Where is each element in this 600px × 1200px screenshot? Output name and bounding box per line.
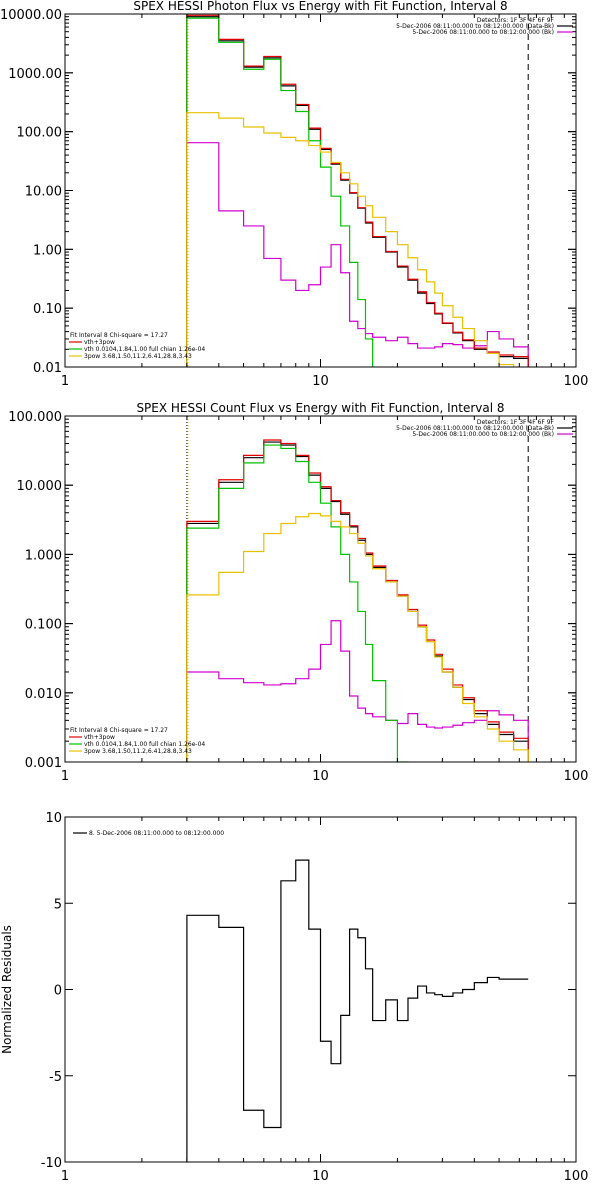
legend-bottom-entry: vth 0.0104,1.84,1.00 full chian 1.26e-04 <box>84 741 205 748</box>
series-d000d0 <box>186 620 529 762</box>
series-e00000 <box>186 14 529 367</box>
x-tick-label: 1 <box>61 1169 69 1184</box>
legend-bottom-entry: vth+3pow <box>84 339 115 346</box>
legend-top-entry: 5-Dec-2006 08:11:00.000 to 08:12:00.000 … <box>396 23 554 30</box>
x-tick-label: 1 <box>61 374 69 389</box>
plot-frame <box>64 13 577 368</box>
series-00c000 <box>186 17 374 367</box>
y-tick-label: 100.00 <box>17 126 63 141</box>
chart-panel-1: SPEX HESSI Photon Flux vs Energy with Fi… <box>0 0 589 389</box>
x-tick-label: 100 <box>564 769 589 784</box>
legend-top-entry: 5-Dec-2006 08:11:00.000 to 08:12:00.000 … <box>396 425 554 432</box>
legend-bottom-entry: vth+3pow <box>84 734 115 741</box>
y-tick-label: 10.00 <box>25 185 62 200</box>
series-000000 <box>186 859 529 1162</box>
legend-top-entry: Detectors: 1F 3F 4F 6F 9F <box>477 17 555 24</box>
x-tick-label: 100 <box>564 374 589 389</box>
y-axis-label: Normalized Residuals <box>0 925 14 1054</box>
legend-bottom-entry: vth 0.0104,1.84,1.00 full chian 1.26e-04 <box>84 346 205 353</box>
y-tick-label: 0.01 <box>33 361 62 376</box>
legend-top-entry: 5-Dec-2006 08:11:00.000 to 08:12:00.000 … <box>412 431 554 438</box>
legend-top-entry: Detectors: 1F 3F 4F 6F 9F <box>477 419 555 426</box>
chart-panel-3: Normalized Residuals 1 10 100 -10 -5 0 5 10 8. 5-… <box>0 811 588 1184</box>
legend-top-entry: 5-Dec-2006 08:11:00.000 to 08:12:00.000 … <box>412 29 554 36</box>
x-tick-label: 10 <box>312 374 329 389</box>
series-e8c000 <box>186 112 515 367</box>
y-tick-label: 0.010 <box>25 687 62 702</box>
y-tick-label: 0.100 <box>25 618 62 633</box>
y-tick-label: 1000.00 <box>8 67 62 82</box>
x-tick-label: 1 <box>61 769 69 784</box>
series-00c000 <box>186 444 409 762</box>
y-tick-label: 10.000 <box>17 479 63 494</box>
y-tick-label: 5 <box>54 897 62 912</box>
plot-frame <box>64 415 577 763</box>
y-tick-label: 10000.00 <box>0 8 62 23</box>
y-tick-label: -5 <box>49 1070 62 1085</box>
series-000000 <box>186 16 529 367</box>
y-tick-label: 1.00 <box>33 243 62 258</box>
series-000000 <box>186 441 529 762</box>
legend-bottom-entry: 3pow 3.68,1.50,11.2,6.41,28.8,3.43 <box>84 748 192 755</box>
y-tick-label: 0 <box>54 984 62 999</box>
x-tick-label: 10 <box>312 769 329 784</box>
legend-bottom-entry: Fit Interval 8 Chi-square = 17.27 <box>70 332 168 339</box>
legend-bottom-entry: 3pow 3.68,1.50,11.2,6.41,28.8,3.43 <box>84 353 192 360</box>
legend-entry: 8. 5-Dec-2006 08:11:00.000 to 08:12:00.0… <box>89 830 224 837</box>
legend-bottom-entry: Fit Interval 8 Chi-square = 17.27 <box>70 727 168 734</box>
chart-title: SPEX HESSI Photon Flux vs Energy with Fi… <box>133 0 507 13</box>
series-e00000 <box>186 439 529 762</box>
y-tick-label: 10 <box>45 811 62 826</box>
series-d000d0 <box>186 142 529 367</box>
series-e8c000 <box>186 512 529 762</box>
y-tick-label: 0.10 <box>33 302 62 317</box>
y-tick-label: 100.000 <box>8 410 62 425</box>
y-tick-label: 1.000 <box>25 548 62 563</box>
x-tick-label: 100 <box>564 1169 589 1184</box>
chart-title: SPEX HESSI Count Flux vs Energy with Fit… <box>136 401 504 415</box>
y-tick-label: 0.001 <box>25 756 62 771</box>
y-tick-label: -10 <box>41 1156 62 1171</box>
chart-panel-2: SPEX HESSI Count Flux vs Energy with Fit… <box>8 401 589 784</box>
x-tick-label: 10 <box>312 1169 329 1184</box>
